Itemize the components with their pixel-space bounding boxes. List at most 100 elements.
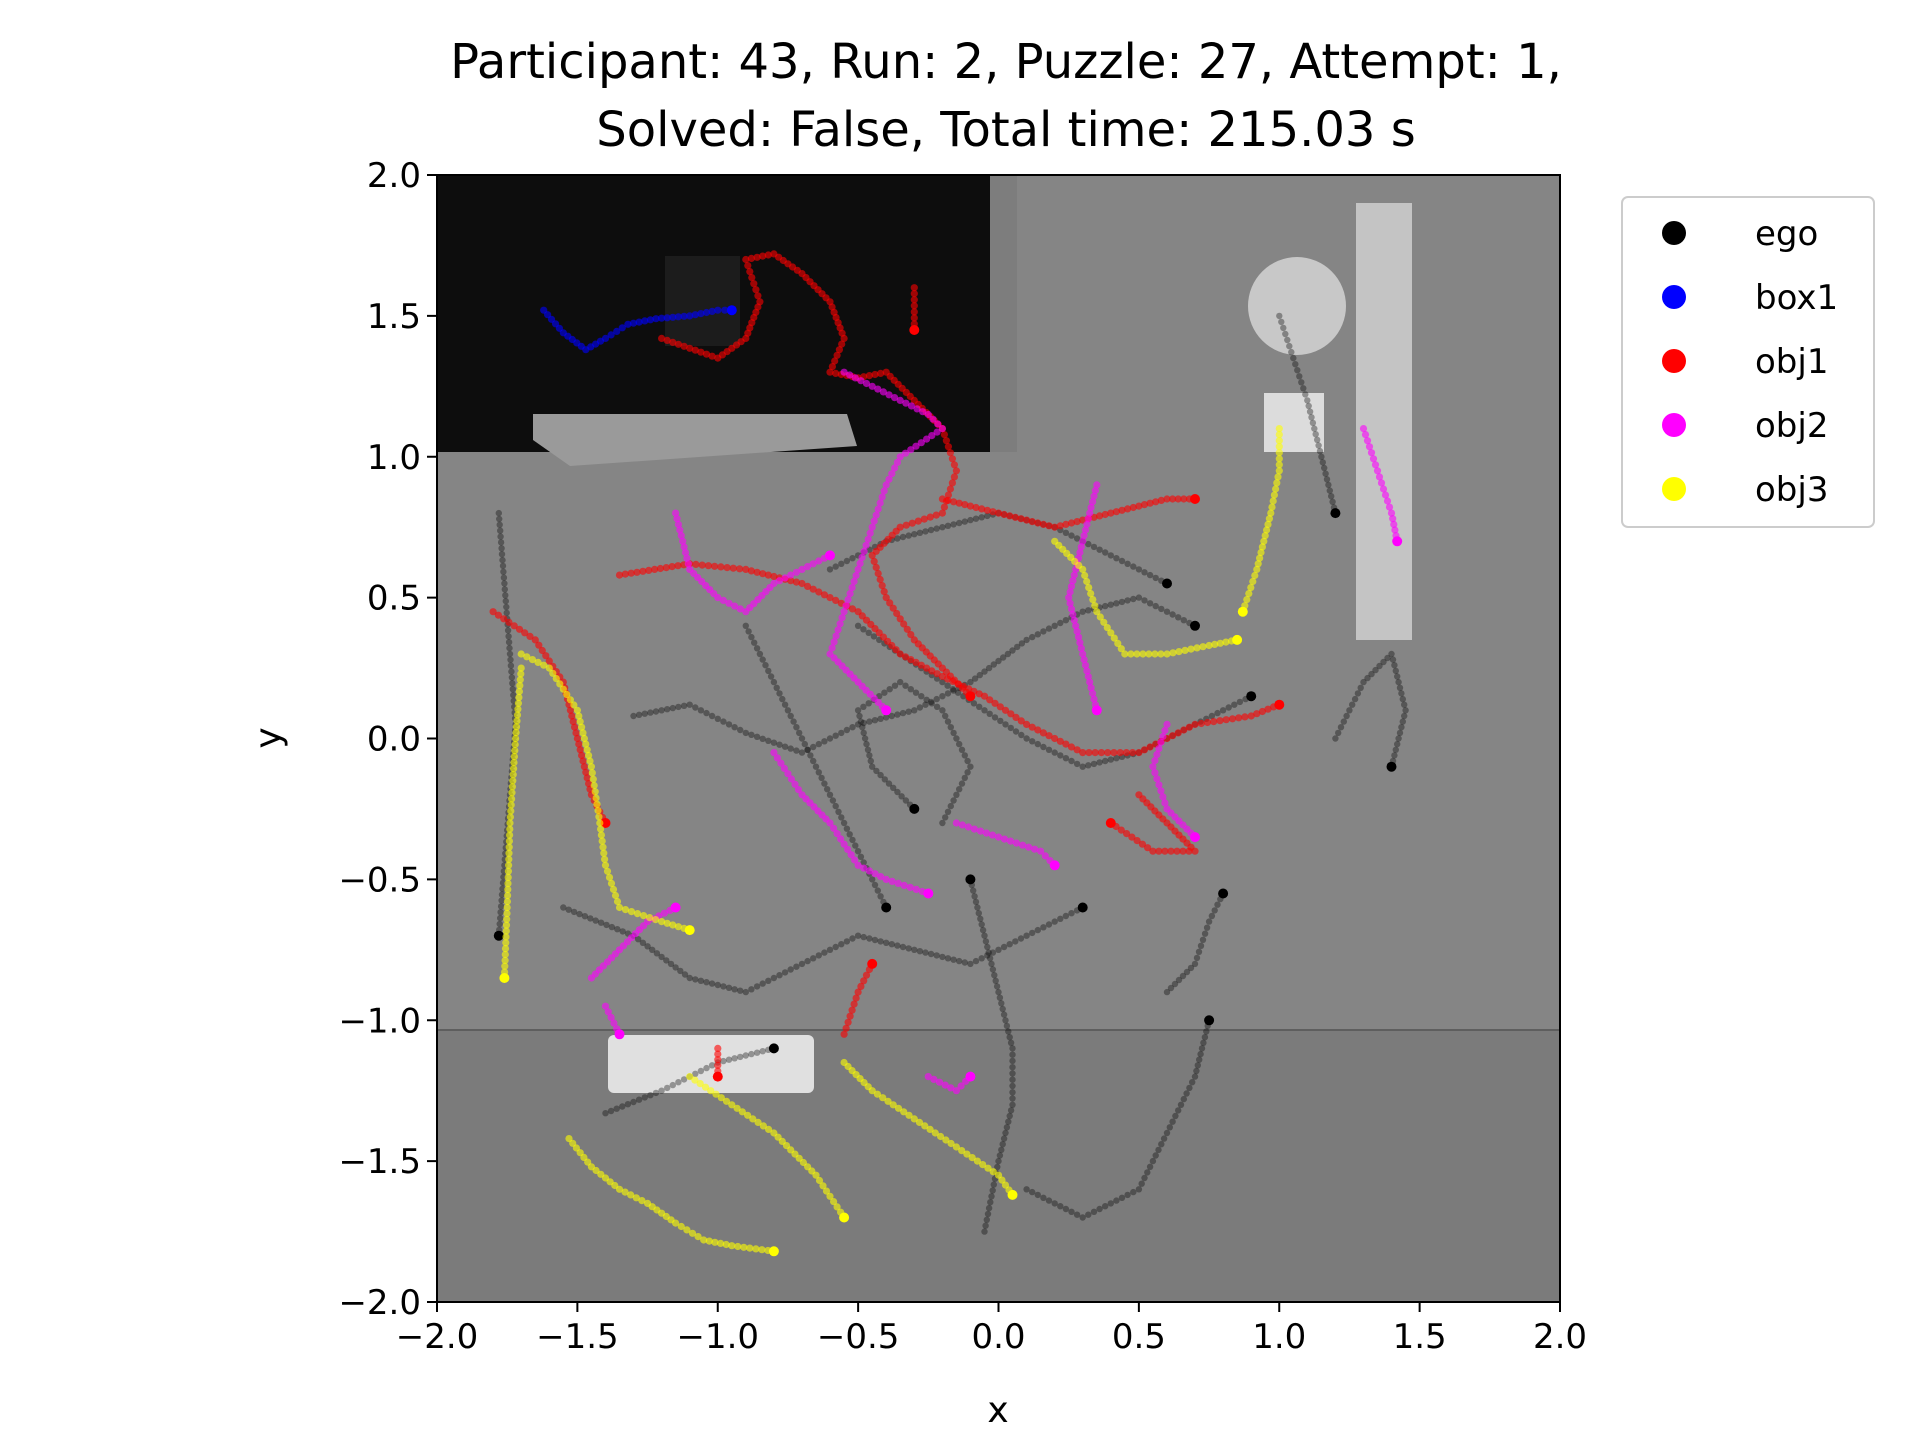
ego-point: [905, 708, 912, 715]
obj3-point: [1257, 548, 1265, 557]
ego-point: [871, 936, 879, 944]
ego-point: [776, 741, 783, 748]
ego-point: [998, 1146, 1005, 1154]
obj1-point: [714, 1044, 722, 1052]
ego-point: [810, 757, 817, 765]
obj2-point: [1151, 757, 1159, 765]
obj3-point: [582, 740, 590, 748]
ego-point: [964, 769, 971, 776]
ego-point: [1009, 1064, 1016, 1071]
ego-point: [1298, 379, 1305, 386]
obj1-point: [896, 650, 904, 658]
ego-point: [1006, 1034, 1013, 1041]
ego-point: [1160, 1135, 1168, 1142]
obj3-point: [504, 885, 512, 894]
obj1-point: [1039, 729, 1047, 737]
legend-label-obj1: obj1: [1755, 342, 1828, 382]
box1-point: [601, 334, 610, 342]
obj2-point: [1025, 843, 1033, 851]
ego-point: [1197, 942, 1205, 949]
obj1-point: [568, 712, 576, 720]
obj1-point: [698, 561, 706, 569]
ego-point: [976, 703, 983, 710]
obj3-point: [1117, 645, 1125, 653]
obj1-point: [494, 611, 502, 619]
obj3-point: [514, 699, 523, 707]
ego-point: [1045, 1197, 1053, 1204]
ego-point: [999, 1005, 1006, 1013]
obj3-point: [1089, 596, 1097, 604]
ego-endpoint: [909, 803, 920, 814]
obj1-point: [747, 567, 756, 575]
obj2-point: [1375, 473, 1384, 481]
obj1-point: [1138, 840, 1146, 848]
obj3-point: [1103, 624, 1111, 632]
ego-point: [826, 566, 834, 573]
ego-point: [1332, 735, 1339, 742]
ego-point: [1007, 1039, 1015, 1047]
obj2-point: [850, 577, 858, 586]
obj3-point: [1275, 467, 1283, 475]
ego-point: [1009, 1057, 1016, 1065]
obj3-point: [1205, 641, 1213, 650]
obj1-point: [908, 519, 916, 527]
obj2-point: [865, 867, 874, 875]
obj2-point: [1077, 543, 1085, 551]
ego-point: [1124, 560, 1131, 567]
obj1-point: [1117, 826, 1125, 834]
ego-point: [509, 680, 516, 687]
obj3-point: [910, 1115, 918, 1123]
obj2-point: [679, 537, 687, 545]
obj3-point: [868, 1087, 876, 1095]
box1-point: [674, 313, 683, 321]
ego-point: [1045, 921, 1053, 928]
obj3-point: [1243, 596, 1251, 604]
ego-point: [503, 609, 510, 617]
ego-point: [869, 763, 876, 770]
ego-point: [1203, 1028, 1210, 1035]
ego-point: [1017, 935, 1025, 942]
ego-point: [933, 703, 941, 710]
obj1-point: [820, 591, 829, 599]
ego-point: [984, 512, 991, 520]
obj2-endpoint: [825, 550, 835, 561]
obj1-point: [668, 563, 676, 571]
ego-point: [975, 910, 982, 917]
obj1-point: [658, 334, 666, 342]
obj2-point: [794, 786, 803, 794]
ego-point: [748, 986, 755, 993]
obj3-point: [598, 837, 606, 845]
obj1-point: [714, 1050, 722, 1058]
obj1-point: [1179, 847, 1187, 855]
ego-point: [742, 622, 749, 629]
ego-point: [1340, 718, 1348, 725]
obj2-point: [830, 824, 838, 832]
ego-point: [1294, 367, 1301, 374]
obj1-point: [1144, 844, 1152, 852]
ego-point: [995, 946, 1002, 953]
obj1-point: [983, 506, 991, 514]
ego-point: [1130, 1188, 1137, 1196]
obj3-point: [979, 1161, 987, 1169]
obj3-point: [1256, 554, 1264, 562]
obj1-point: [1163, 495, 1171, 503]
obj2-point: [844, 596, 852, 604]
ego-point: [958, 746, 966, 753]
ego-point: [1068, 1208, 1075, 1216]
ego-point: [933, 695, 940, 703]
obj1-point: [882, 594, 890, 602]
obj2-point: [725, 599, 733, 607]
obj2-point: [1155, 745, 1163, 753]
ego-point: [918, 693, 925, 700]
obj3-point: [815, 1176, 824, 1185]
ego-point: [1009, 1095, 1016, 1102]
obj2-point: [1072, 622, 1080, 630]
obj2-point: [781, 574, 789, 582]
obj2-point: [862, 541, 870, 549]
obj2-point: [928, 432, 936, 440]
obj1-point: [1091, 749, 1099, 757]
obj3-point: [566, 696, 575, 704]
box1-point: [641, 317, 649, 325]
ego-point: [506, 650, 514, 658]
obj2-point: [1073, 627, 1081, 636]
